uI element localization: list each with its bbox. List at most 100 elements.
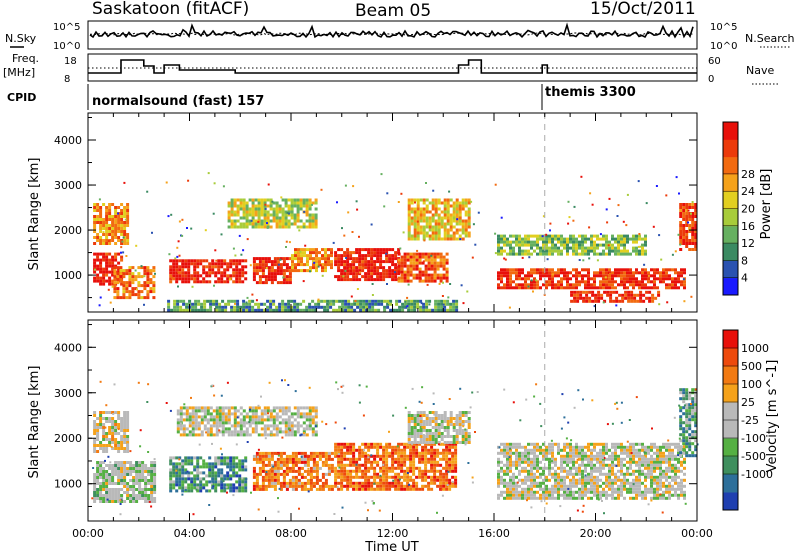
power-cell [358, 272, 362, 276]
velocity-cell [446, 420, 450, 423]
velocity-cell [434, 438, 438, 441]
power-cell [581, 252, 584, 256]
velocity-cell [503, 481, 506, 485]
velocity-cell [412, 445, 416, 449]
power-cell [527, 243, 530, 247]
power-cell [602, 268, 605, 272]
power-cell [102, 239, 106, 242]
power-cell [284, 222, 288, 226]
power-cell [131, 278, 135, 282]
velocity-cell [445, 445, 449, 449]
velocity-cell [403, 484, 407, 488]
power-cell [436, 261, 440, 265]
velocity-cell [311, 406, 315, 410]
velocity-cell [218, 415, 222, 419]
power-cell [458, 219, 462, 223]
velocity-cell [391, 454, 395, 458]
power-cell [337, 257, 341, 261]
power-cell [524, 283, 527, 287]
power-cell [220, 262, 224, 266]
velocity-cell [413, 429, 417, 432]
power-cell [419, 305, 423, 309]
power-point [494, 252, 497, 255]
velocity-cell [184, 462, 188, 466]
velocity-cell [296, 430, 300, 434]
velocity-cell [334, 472, 338, 476]
velocity-cell [278, 427, 282, 431]
power-cell [123, 206, 127, 209]
velocity-cell [430, 442, 434, 446]
power-cell [436, 255, 440, 259]
velocity-cell [267, 484, 271, 488]
power-cell [340, 278, 344, 282]
power-cell [311, 225, 315, 229]
power-cell [272, 213, 276, 217]
power-cell [194, 299, 198, 303]
power-cell [588, 296, 592, 300]
velocity-cell [202, 483, 206, 487]
velocity-cell [521, 478, 524, 482]
power-cell [518, 252, 521, 256]
power-cell [146, 293, 150, 297]
power-point [122, 251, 125, 254]
power-cell [251, 219, 255, 223]
power-cell [632, 234, 635, 238]
velocity-cell [270, 472, 274, 476]
power-cell [611, 234, 614, 238]
velocity-cell [126, 411, 130, 414]
power-cell [679, 203, 683, 206]
velocity-cell [190, 456, 194, 460]
velocity-cell [407, 420, 411, 423]
velocity-cell [227, 406, 231, 410]
velocity-cell [409, 457, 413, 461]
power-cell [111, 261, 115, 265]
velocity-cell [291, 475, 295, 479]
velocity-cell [203, 424, 207, 428]
power-cell [122, 269, 126, 273]
velocity-cell [188, 412, 192, 416]
power-cell [503, 271, 506, 275]
power-cell [350, 305, 354, 309]
velocity-cell [182, 418, 186, 422]
power-cell [680, 283, 683, 287]
velocity-cell [515, 490, 518, 494]
power-point [393, 271, 396, 274]
power-cell [93, 279, 97, 283]
velocity-cell [433, 448, 437, 452]
velocity-cell [199, 465, 203, 469]
power-cell [566, 280, 569, 284]
power-point [608, 197, 611, 200]
velocity-cell [324, 484, 328, 488]
velocity-cell [270, 466, 274, 470]
velocity-cell [209, 406, 213, 410]
power-cell [644, 283, 647, 287]
power-cell [648, 299, 652, 303]
power-cell [668, 268, 671, 272]
power-cell [175, 268, 179, 272]
power-cell [282, 260, 286, 264]
power-cell [252, 278, 256, 282]
power-cell [623, 268, 626, 272]
power-cell [367, 269, 371, 273]
velocity-cell [226, 465, 230, 469]
velocity-cell [309, 469, 313, 473]
velocity-cell [108, 464, 112, 467]
power-cell [113, 296, 117, 300]
power-cell [524, 286, 527, 290]
power-cell [379, 266, 383, 270]
velocity-cell [424, 445, 428, 449]
velocity-cell [440, 426, 444, 429]
power-cell [659, 274, 662, 278]
power-cell [521, 283, 524, 287]
power-cell [278, 216, 282, 220]
power-cell [464, 201, 468, 205]
power-cell [427, 258, 431, 262]
velocity-cell [102, 417, 106, 420]
power-cell [239, 207, 243, 211]
velocity-cell [275, 433, 279, 437]
velocity-cell [105, 417, 109, 420]
velocity-cell [185, 412, 189, 416]
velocity-cell [99, 497, 103, 500]
power-cell [539, 286, 542, 290]
velocity-cell [358, 451, 362, 455]
